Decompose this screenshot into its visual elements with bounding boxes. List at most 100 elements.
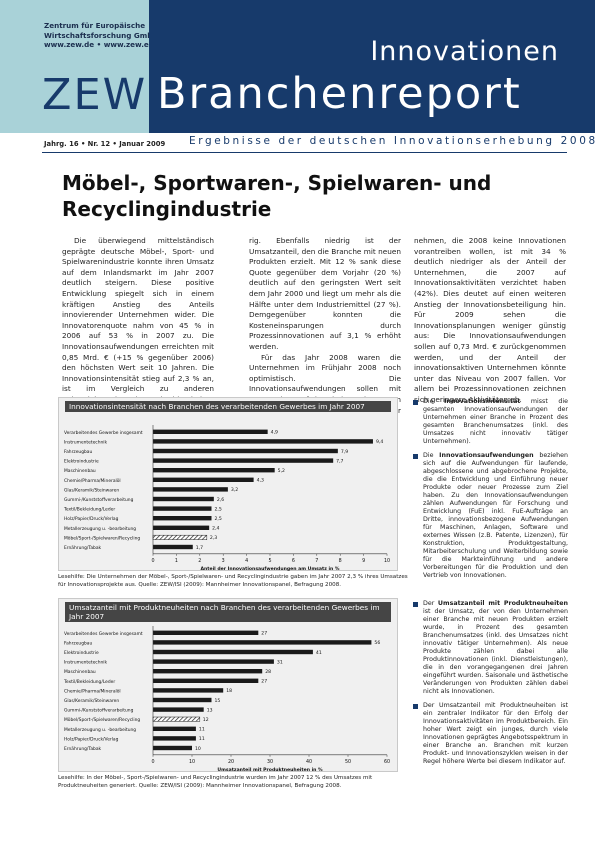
header-left-block: Zentrum für Europäische Wirtschaftsforsc…: [0, 0, 158, 133]
article-title: Möbel-, Sportwaren-, Spielwaren- und Rec…: [62, 171, 492, 221]
x-tick-label: 5: [268, 558, 271, 564]
x-tick-label: 10: [189, 759, 195, 765]
value-label: 9,4: [376, 439, 383, 445]
bar: [153, 477, 254, 482]
header-divider: [42, 152, 567, 153]
bar: [153, 697, 212, 703]
x-axis-label: Umsatzanteil mit Produktneuheiten in %: [217, 767, 323, 773]
x-tick-label: 20: [228, 759, 234, 765]
highlight-bar: [152, 716, 201, 722]
category-label: Textil/Bekleidung/Leder: [63, 679, 115, 685]
definition-text: beziehen sich auf die Aufwendungen für l…: [423, 452, 568, 579]
chart-panel-new-product-share: Umsatzanteil mit Produktneuheiten nach B…: [58, 598, 398, 773]
chart-caption: Lesehilfe: Die Unternehmen der Möbel-, S…: [58, 574, 408, 588]
paragraph: nehmen, die 2008 keine Innovationen vora…: [414, 236, 566, 404]
value-label: 56: [374, 640, 380, 646]
value-label: 28: [265, 669, 271, 675]
chart-caption: Lesehilfe: In der Möbel-, Sport-/Spielwa…: [58, 775, 373, 789]
paragraph: Die überwiegend mittelständisch geprägte…: [62, 236, 214, 404]
report-subtitle: Ergebnisse der deutschen Innovationserhe…: [189, 135, 595, 147]
value-label: 27: [261, 631, 267, 637]
x-tick-label: 40: [306, 759, 312, 765]
category-label: Metallerzeugung u. -bearbeitung: [64, 727, 136, 733]
bar: [153, 487, 228, 492]
definition-text: misst die gesamten Innovationsaufwendung…: [423, 398, 568, 445]
value-label: 18: [226, 688, 232, 694]
x-tick-label: 0: [151, 759, 154, 765]
x-tick-label: 8: [339, 558, 342, 564]
category-label: Möbel/Sport-/Spielwaren/Recycling: [64, 717, 140, 723]
bar: [153, 707, 204, 712]
institute-url[interactable]: www.zew.de • www.zew.eu: [44, 40, 154, 49]
x-tick-label: 60: [384, 759, 390, 765]
category-label: Metallerzeugung u. -bearbeitung: [64, 526, 136, 532]
category-label: Fahrzeugbau: [64, 640, 92, 646]
category-label: Gummi-/Kunststoffverarbeitung: [64, 497, 134, 503]
category-label: Chemie/Pharma/Mineralöl: [64, 478, 121, 484]
value-label: 31: [277, 659, 283, 665]
x-tick-label: 9: [362, 558, 365, 564]
definition-term: Innovationsaufwendungen: [439, 452, 534, 459]
value-label: 1,7: [196, 545, 203, 551]
x-tick-label: 10: [384, 558, 390, 564]
category-label: Möbel/Sport-/Spielwaren/Recycling: [64, 535, 140, 541]
bar: [153, 630, 259, 635]
category-label: Ernährung/Tabak: [64, 746, 102, 752]
issue-info: Jahrg. 16 • Nr. 12 • Januar 2009: [44, 140, 166, 148]
bar: [153, 429, 268, 434]
category-label: Fahrzeugbau: [64, 449, 92, 455]
value-label: 7,7: [336, 458, 343, 464]
definition-note: Der Umsatzanteil mit Produktneuheiten is…: [413, 702, 568, 766]
definitions-box-1: Die Innovationsintensität misst die gesa…: [413, 398, 568, 586]
bar: [153, 736, 196, 741]
text-column-1: Die überwiegend mittelständisch geprägte…: [62, 236, 214, 406]
institute-line: Wirtschaftsforschung GmbH: [44, 30, 159, 40]
definition-note: Die Innovationsintensität misst die gesa…: [413, 398, 568, 446]
bar: [153, 669, 263, 674]
value-label: 3,2: [231, 487, 238, 493]
header-right-block: Innovationen Branchenreport: [149, 0, 595, 133]
bar: [153, 458, 334, 463]
definition-term: Innovationsintensität: [444, 398, 521, 405]
institute-info: Zentrum für Europäische Wirtschaftsforsc…: [44, 21, 158, 50]
value-label: 2,6: [217, 497, 224, 503]
x-tick-label: 3: [222, 558, 225, 564]
x-tick-label: 30: [267, 759, 273, 765]
x-tick-label: 1: [175, 558, 178, 564]
institute-line: Zentrum für Europäische: [44, 21, 146, 30]
chart-innovation-intensity: Verarbeitendes Gewerbe insgesamt 4,9 Instr…: [63, 425, 390, 572]
definition-text: Der Umsatzanteil mit Produktneuheiten is…: [423, 702, 568, 765]
bar: [153, 726, 196, 731]
category-label: Holz/Papier/Druck/Verlag: [64, 736, 119, 742]
report-name: Branchenreport: [157, 69, 522, 119]
definitions-box-2: Der Umsatzanteil mit Produktneuheiten is…: [413, 600, 568, 772]
x-tick-label: 2: [198, 558, 201, 564]
value-label: 5,2: [278, 468, 285, 474]
bar: [153, 745, 192, 751]
bar: [153, 516, 212, 521]
definition-note: Die Innovationsaufwendungen beziehen sic…: [413, 452, 568, 580]
bar: [153, 640, 372, 645]
value-label: 27: [261, 679, 267, 685]
value-label: 11: [199, 736, 205, 742]
x-tick-label: 6: [292, 558, 295, 564]
x-axis-label: Anteil der Innovationsaufwendungen am Um…: [200, 566, 339, 572]
category-label: Ernährung/Tabak: [64, 545, 102, 551]
value-label: 41: [316, 650, 322, 656]
bar: [153, 649, 313, 655]
value-label: 2,3: [210, 535, 217, 541]
value-label: 12: [203, 717, 209, 723]
definition-note: Der Umsatzanteil mit Produktneuheiten is…: [413, 600, 568, 696]
chart-new-product-share: Verarbeitendes Gewerbe insgesamt 27 Fahrze…: [63, 626, 390, 773]
category-label: Textil/Bekleidung/Leder: [63, 507, 115, 513]
bar: [153, 688, 224, 693]
x-tick-label: 0: [151, 558, 154, 564]
definition-text: ist der Umsatz, der von den Unternehmen …: [423, 608, 568, 695]
category-label: Instrumentetechnik: [64, 660, 107, 666]
x-tick-label: 7: [315, 558, 318, 564]
value-label: 2,5: [215, 516, 222, 522]
bar: [153, 659, 274, 664]
zew-logo: ZEW: [42, 70, 148, 120]
report-kicker: Innovationen: [370, 36, 559, 67]
bar: [153, 439, 373, 444]
